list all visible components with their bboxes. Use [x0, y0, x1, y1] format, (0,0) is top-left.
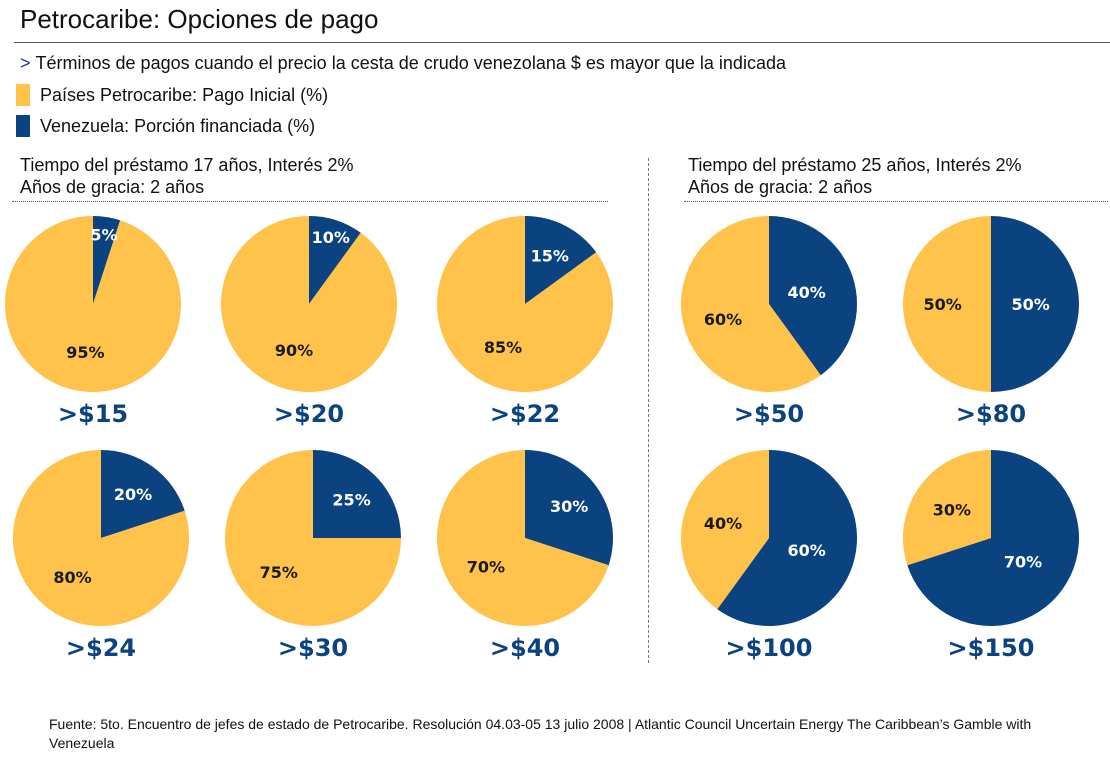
label-financiada: 30%: [550, 497, 588, 516]
group-underline: [684, 201, 1108, 202]
pie-15: 5% 95% >$15: [4, 216, 181, 428]
label-financiada: 40%: [788, 283, 826, 302]
group-header-terms: Tiempo del préstamo 25 años, Interés 2%: [688, 155, 1022, 175]
pie-30: 25% 75% >$30: [225, 450, 401, 662]
pie-80: 50% 50% >$80: [902, 216, 1079, 428]
price-label: >$30: [278, 634, 348, 662]
slice-inicial: [437, 216, 613, 392]
pie-100: 60% 40% >$100: [681, 450, 858, 662]
group-underline: [12, 201, 608, 202]
label-financiada: 25%: [332, 490, 370, 509]
pie-50: 40% 60% >$50: [680, 216, 857, 428]
label-inicial: 30%: [933, 501, 971, 520]
pie-20: 10% 90% >$20: [221, 216, 398, 428]
label-inicial: 80%: [53, 568, 91, 587]
slice-inicial: [221, 216, 398, 392]
label-inicial: 85%: [484, 338, 522, 357]
subtitle: > Términos de pagos cuando el precio la c…: [20, 53, 786, 74]
slice-inicial: [902, 216, 991, 392]
slice-inicial: [681, 450, 769, 610]
group-header-17-years: Tiempo del préstamo 17 años, Interés 2% …: [20, 154, 354, 198]
group-header-grace: Años de gracia: 2 años: [688, 177, 873, 197]
price-label: >$100: [726, 634, 813, 662]
slice-inicial: [13, 450, 189, 626]
pie-150: 70% 30% >$150: [903, 450, 1079, 662]
pie-22: 15% 85% >$22: [437, 216, 613, 428]
label-financiada: 60%: [788, 541, 826, 560]
bullet-chevron: >: [20, 53, 31, 73]
group-header-25-years: Tiempo del préstamo 25 años, Interés 2% …: [688, 154, 1022, 198]
slice-financiada: [769, 216, 857, 376]
slice-inicial: [903, 450, 991, 566]
slice-financiada: [991, 216, 1079, 392]
legend-swatch-financiada: [16, 115, 30, 137]
label-inicial: 90%: [275, 341, 313, 360]
price-label: >$22: [490, 400, 560, 428]
label-financiada: 50%: [1011, 295, 1049, 314]
slice-inicial: [437, 450, 609, 626]
label-inicial: 50%: [923, 295, 961, 314]
price-label: >$24: [66, 634, 136, 662]
legend-item-inicial: Países Petrocaribe: Pago Inicial (%): [16, 84, 328, 106]
label-financiada: 5%: [90, 225, 117, 244]
label-financiada: 70%: [1004, 552, 1042, 571]
legend-label-financiada: Venezuela: Porción financiada (%): [40, 115, 316, 136]
slice-financiada: [717, 450, 858, 626]
pie-40: 30% 70% >$40: [437, 450, 613, 662]
slice-financiada: [907, 450, 1079, 626]
slice-financiada: [309, 216, 361, 304]
label-inicial: 60%: [704, 310, 742, 329]
price-label: >$20: [274, 400, 344, 428]
subtitle-text: Términos de pagos cuando el precio la ce…: [35, 53, 786, 73]
label-inicial: 70%: [467, 557, 505, 576]
slice-financiada: [525, 216, 597, 304]
label-inicial: 95%: [66, 343, 104, 362]
legend-item-financiada: Venezuela: Porción financiada (%): [16, 115, 315, 137]
group-divider: [648, 158, 649, 663]
legend-label-inicial: Países Petrocaribe: Pago Inicial (%): [40, 84, 329, 105]
slice-inicial: [680, 216, 821, 392]
page-title: Petrocaribe: Opciones de pago: [20, 4, 379, 34]
group-header-grace: Años de gracia: 2 años: [20, 177, 205, 197]
pie-24: 20% 80% >$24: [13, 450, 189, 662]
legend-swatch-inicial: [16, 84, 30, 106]
label-inicial: 75%: [260, 563, 298, 582]
title-divider: [14, 42, 1110, 43]
slice-financiada: [525, 450, 613, 566]
slice-financiada: [93, 216, 121, 304]
label-financiada: 20%: [114, 485, 152, 504]
slice-inicial: [4, 216, 181, 393]
price-label: >$80: [956, 400, 1026, 428]
slice-financiada: [313, 450, 401, 538]
source-note: Fuente: 5to. Encuentro de jefes de estad…: [49, 716, 1032, 751]
price-label: >$15: [58, 400, 128, 428]
price-label: >$50: [734, 400, 804, 428]
label-inicial: 40%: [704, 514, 742, 533]
slice-financiada: [101, 450, 185, 538]
price-label: >$150: [948, 634, 1035, 662]
slice-inicial: [225, 450, 401, 626]
label-financiada: 15%: [531, 246, 569, 265]
group-header-terms: Tiempo del préstamo 17 años, Interés 2%: [20, 155, 354, 175]
price-label: >$40: [490, 634, 560, 662]
label-financiada: 10%: [312, 228, 350, 247]
